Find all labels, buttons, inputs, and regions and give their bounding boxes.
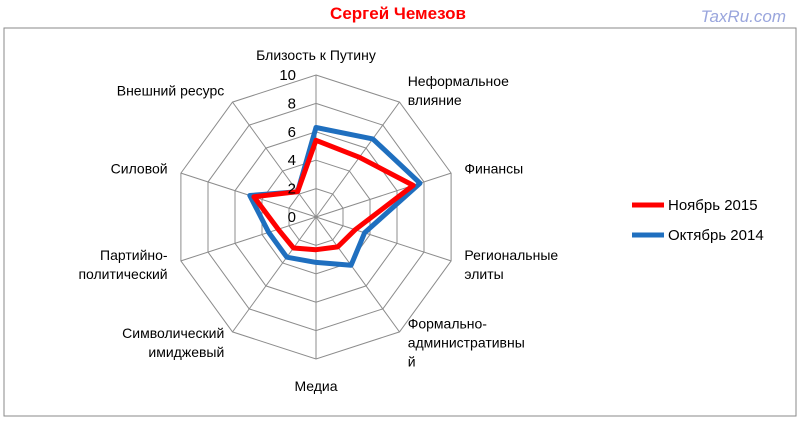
- tick-label: 4: [288, 152, 296, 169]
- category-label-line: влияние: [408, 92, 462, 108]
- grid-spoke: [315, 216, 452, 262]
- category-label-line: Внешний ресурс: [117, 82, 225, 98]
- category-label-line: политический: [78, 266, 167, 282]
- radar-grid: [180, 74, 452, 360]
- category-label-line: Региональные: [464, 247, 558, 263]
- watermark: TaxRu.com: [701, 7, 786, 26]
- grid-spoke: [180, 216, 317, 262]
- legend: Ноябрь 2015 Октябрь 2014: [632, 197, 764, 244]
- category-labels: Близость к Путину Неформальное влияние Фина…: [78, 47, 558, 394]
- category-label-line: Финансы: [464, 160, 523, 176]
- category-label: Неформальное влияние: [408, 73, 509, 108]
- chart-title: Сергей Чемезов: [330, 4, 466, 23]
- category-label: Региональные элиты: [464, 247, 558, 282]
- grid-spoke: [315, 172, 452, 218]
- grid-spoke: [232, 101, 317, 218]
- category-label: Медиа: [294, 378, 337, 394]
- tick-label: 0: [288, 209, 296, 226]
- tick-label: 8: [288, 95, 296, 112]
- category-label: Партийно-политический: [78, 247, 167, 282]
- series-line: [251, 137, 416, 253]
- category-label-line: Формально-: [408, 316, 488, 332]
- category-label-line: Неформальное: [408, 73, 509, 89]
- tick-label: 10: [279, 67, 296, 84]
- legend-label: Октябрь 2014: [668, 227, 764, 244]
- category-label: Силовой: [111, 160, 168, 176]
- radial-tick-labels: 0 2 4 6 8 10: [279, 67, 296, 226]
- category-label-line: Партийно-: [100, 247, 168, 263]
- category-label-line: Близость к Путину: [256, 47, 376, 63]
- category-label-line: Силовой: [111, 160, 168, 176]
- category-label-line: Медиа: [294, 378, 337, 394]
- category-label: Близость к Путину: [256, 47, 376, 63]
- tick-label: 6: [288, 124, 296, 141]
- tick-label: 2: [288, 181, 296, 198]
- radar-series: [247, 125, 423, 268]
- category-label-line: й: [408, 354, 416, 370]
- category-label-line: элиты: [464, 266, 503, 282]
- grid-spoke: [232, 216, 317, 333]
- grid-spoke: [315, 216, 400, 333]
- category-label: Символический имиджевый: [122, 325, 224, 360]
- category-label-line: административны: [408, 335, 525, 351]
- category-label: Финансы: [464, 160, 523, 176]
- category-label: Формально-административны й: [408, 316, 525, 370]
- category-label: Внешний ресурс: [117, 82, 225, 98]
- grid-spoke: [315, 101, 400, 218]
- chart-frame: [3, 27, 797, 417]
- category-label-line: имиджевый: [148, 344, 224, 360]
- category-label-line: Символический: [122, 325, 224, 341]
- legend-label: Ноябрь 2015: [668, 197, 758, 214]
